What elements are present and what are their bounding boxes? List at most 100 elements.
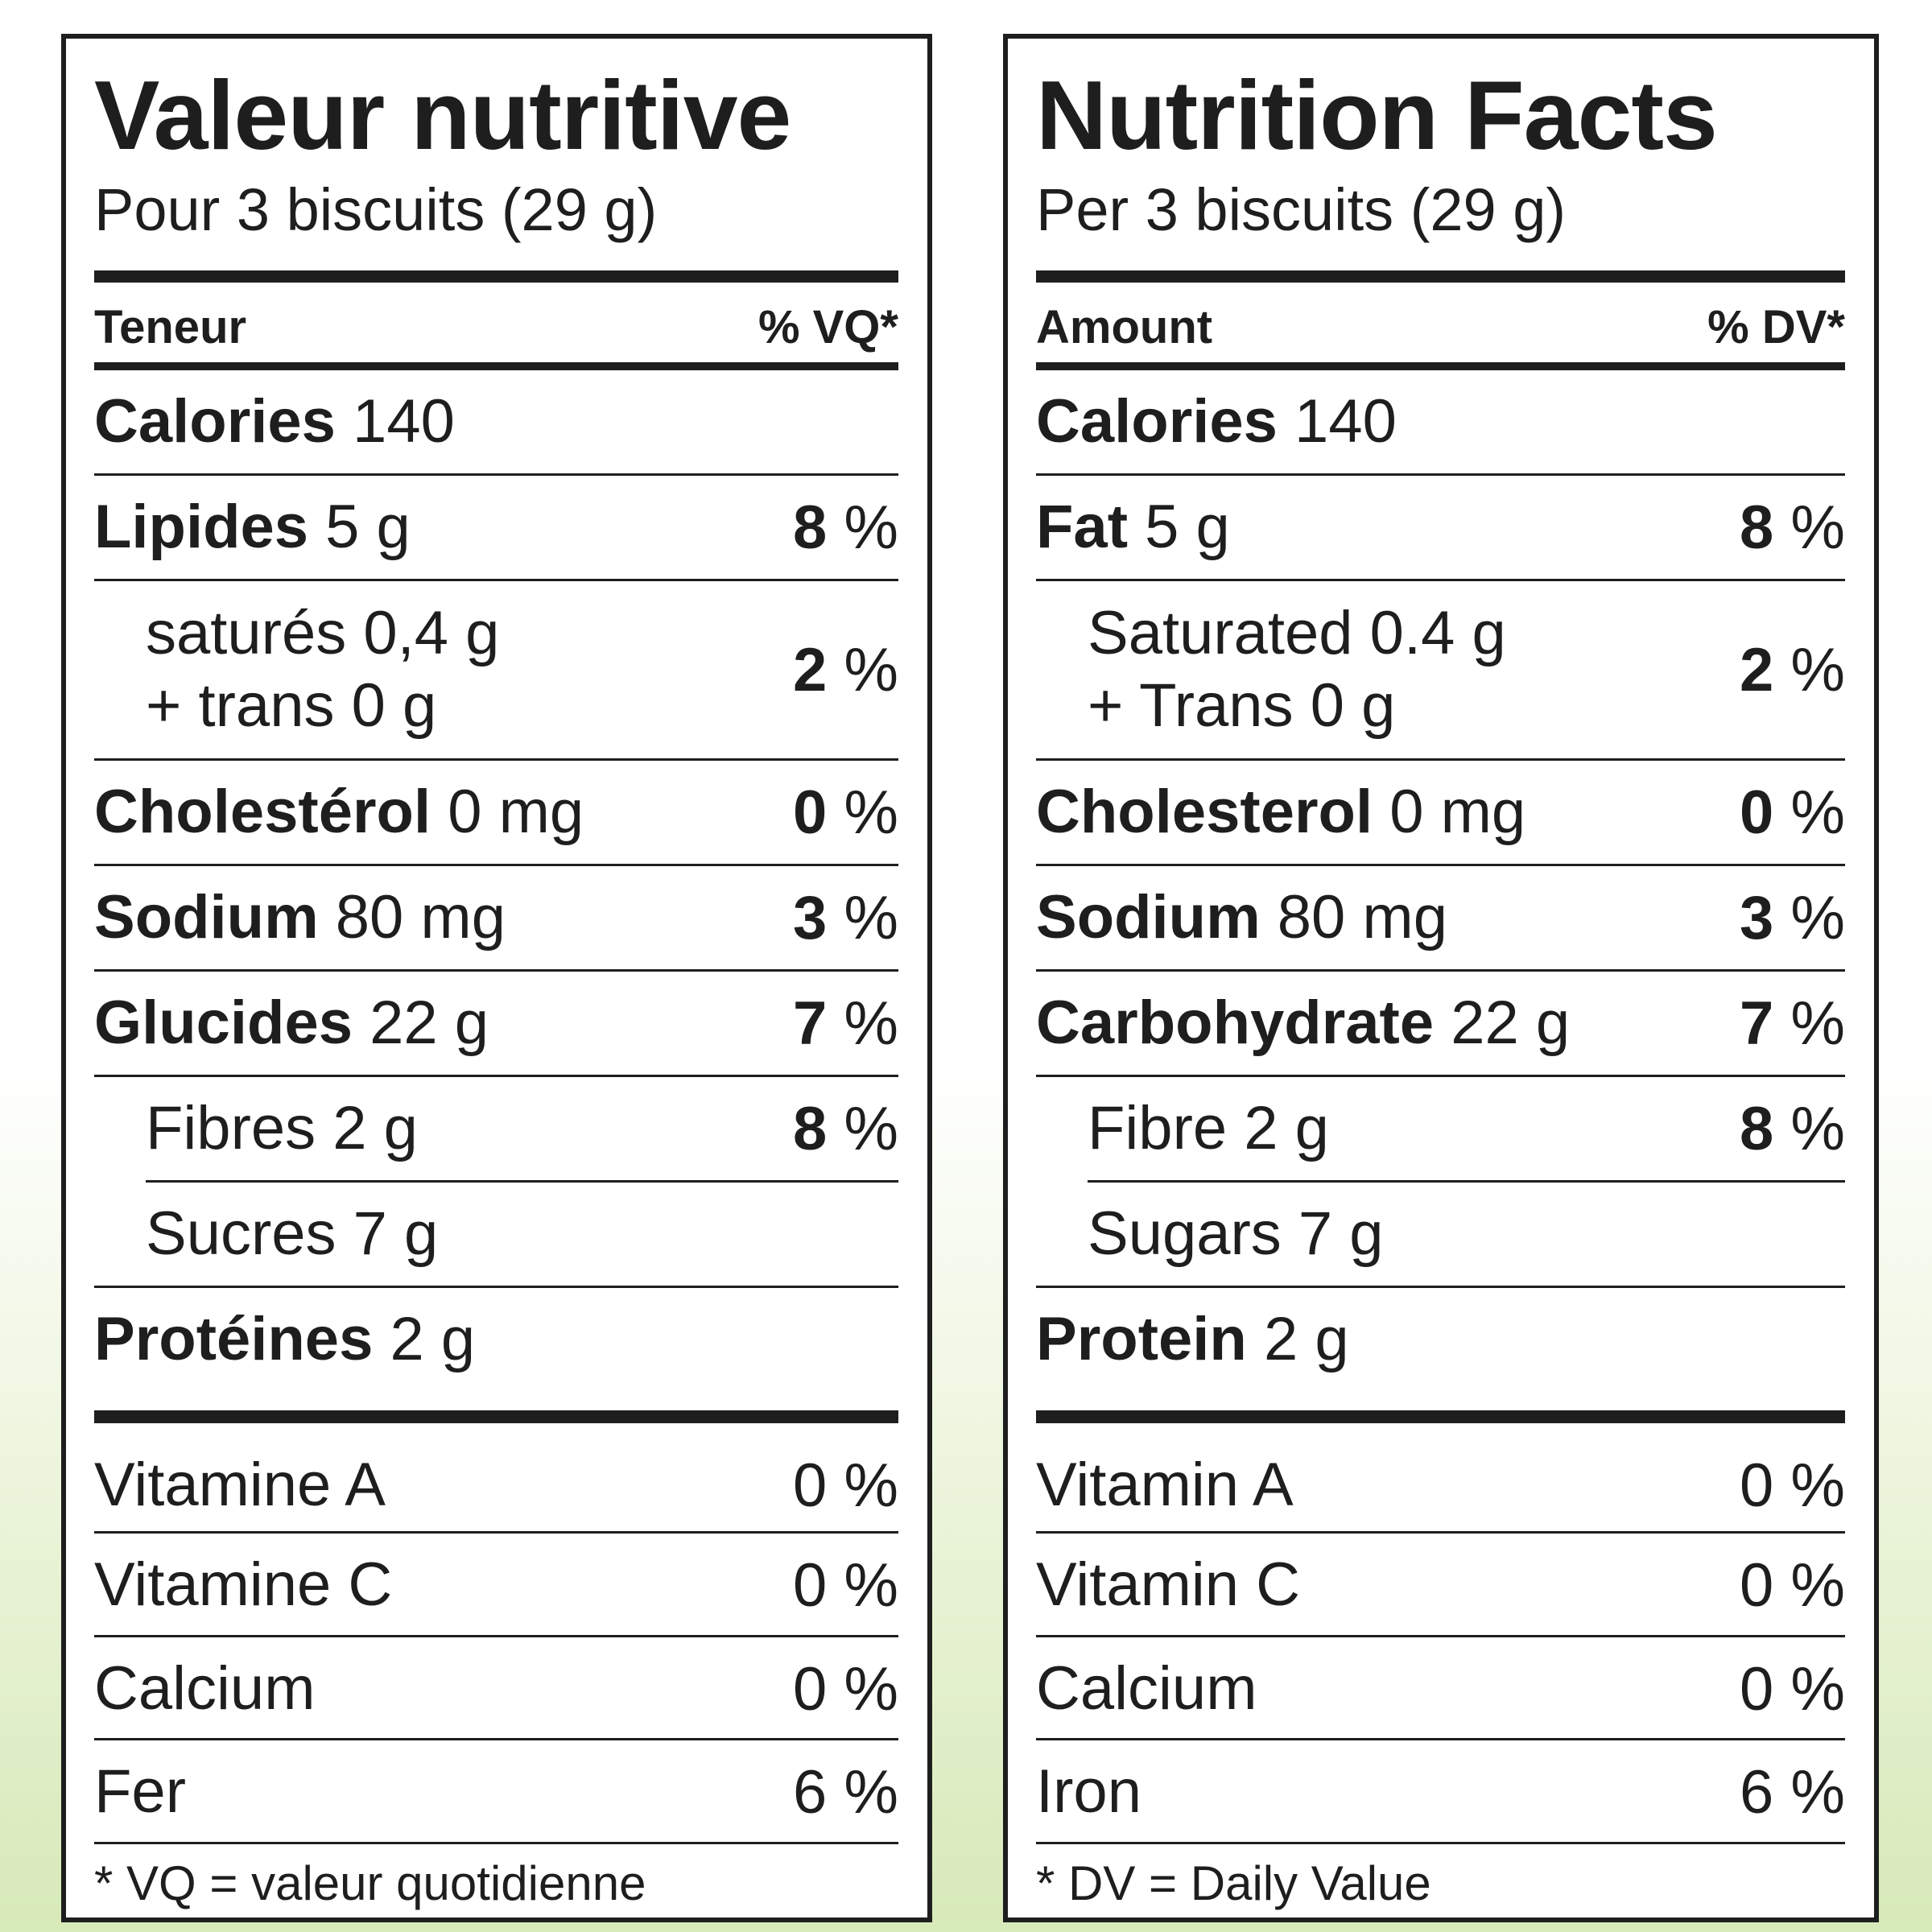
dv-number: 0 xyxy=(1740,778,1774,847)
nutrient-amount: 80 mg xyxy=(335,883,506,952)
dv-unit: % xyxy=(1790,883,1845,952)
dv-number: 2 xyxy=(793,635,828,704)
dv-unit: % xyxy=(844,883,898,952)
row-divider xyxy=(94,1286,898,1288)
column-header-daily-value: % DV* xyxy=(1707,301,1845,353)
row-calories: Calories 140 xyxy=(94,370,898,473)
nutrient-amount: 0 mg xyxy=(448,778,584,847)
nutrient-name: Calories xyxy=(94,387,336,456)
row-carbohydrate: Carbohydrate 22 g 7 % xyxy=(1036,972,1845,1075)
row-protein: Protein 2 g xyxy=(1036,1288,1845,1391)
row-divider xyxy=(94,1635,898,1637)
row-calcium: Calcium 0 % xyxy=(1036,1637,1845,1740)
percent-daily-value: 0 % xyxy=(793,778,898,848)
row-divider xyxy=(1036,758,1845,761)
percent-daily-value: 8 % xyxy=(793,493,898,563)
dv-number: 8 xyxy=(1740,493,1774,562)
trans-line: + trans 0 g xyxy=(146,671,437,740)
row-divider xyxy=(1036,1286,1845,1288)
row-divider xyxy=(1036,1635,1845,1637)
row-cholesterol: Cholesterol 0 mg 0 % xyxy=(1036,761,1845,864)
nutrient-name: Sucres 7 g xyxy=(146,1199,439,1269)
dv-number: 2 xyxy=(1740,635,1774,704)
row-divider xyxy=(94,1075,898,1077)
saturated-line: Saturated 0.4 g xyxy=(1088,599,1506,668)
row-divider xyxy=(1036,473,1845,476)
dv-unit: % xyxy=(844,493,898,562)
row-cholesterol: Cholestérol 0 mg 0 % xyxy=(94,761,898,864)
nutrient-name: Vitamine C xyxy=(94,1550,393,1620)
dv-unit: % xyxy=(1790,989,1845,1058)
percent-daily-value: 7 % xyxy=(793,989,898,1059)
nutrient-amount: 2 g xyxy=(1263,1305,1349,1374)
nutrient-name: Fat xyxy=(1036,493,1128,562)
nutrition-label-english: Nutrition Facts Per 3 biscuits (29 g) Am… xyxy=(1003,34,1879,1922)
row-saturated-trans: Saturated 0.4 g + Trans 0 g 2 % xyxy=(1088,581,1845,758)
row-saturated-trans: saturés 0,4 g + trans 0 g 2 % xyxy=(146,581,898,758)
dv-unit: % xyxy=(844,778,898,847)
percent-daily-value: 8 % xyxy=(1740,1094,1845,1164)
row-carbohydrate: Glucides 22 g 7 % xyxy=(94,972,898,1075)
nutrient-name: Glucides xyxy=(94,989,353,1058)
nutrient-name: Cholesterol xyxy=(1036,778,1373,847)
dv-unit: % xyxy=(1790,778,1845,847)
percent-daily-value: 0 % xyxy=(1740,1451,1845,1520)
percent-daily-value: 7 % xyxy=(1740,989,1845,1059)
dv-unit: % xyxy=(1790,493,1845,562)
nutrient-name: Vitamine A xyxy=(94,1451,386,1520)
row-calories: Calories 140 xyxy=(1036,370,1845,473)
percent-daily-value: 3 % xyxy=(793,883,898,953)
nutrient-name: Calcium xyxy=(94,1654,316,1724)
thick-divider xyxy=(94,270,898,283)
row-iron: Fer 6 % xyxy=(94,1740,898,1843)
dv-number: 8 xyxy=(793,1094,828,1163)
column-header-amount: Amount xyxy=(1036,301,1213,353)
row-vitamin-a: Vitamine A 0 % xyxy=(94,1434,898,1537)
dv-unit: % xyxy=(1790,1094,1845,1163)
footnote: * DV = Daily Value xyxy=(1036,1856,1431,1910)
nutrient-amount: 22 g xyxy=(369,989,489,1058)
percent-daily-value: 0 % xyxy=(1740,778,1845,848)
nutrient-name: Calcium xyxy=(1036,1654,1257,1724)
nutrient-amount: 5 g xyxy=(325,493,411,562)
dv-unit: % xyxy=(844,1094,898,1163)
row-divider xyxy=(1088,1180,1845,1183)
row-divider xyxy=(94,1531,898,1534)
nutrient-amount: 140 xyxy=(1294,387,1397,456)
thick-divider xyxy=(94,1410,898,1423)
dv-unit: % xyxy=(844,635,898,704)
nutrient-amount: 5 g xyxy=(1145,493,1230,562)
column-header-amount: Teneur xyxy=(94,301,247,353)
dv-unit: % xyxy=(844,989,898,1058)
column-header-daily-value: % VQ* xyxy=(758,301,898,353)
serving-size: Per 3 biscuits (29 g) xyxy=(1036,176,1567,243)
row-divider xyxy=(1036,864,1845,866)
row-sodium: Sodium 80 mg 3 % xyxy=(94,866,898,969)
nutrient-name: Cholestérol xyxy=(94,778,431,847)
dv-number: 7 xyxy=(1740,989,1774,1058)
dv-unit: % xyxy=(1790,635,1845,704)
percent-daily-value: 8 % xyxy=(793,1094,898,1164)
row-divider xyxy=(1036,1738,1845,1740)
nutrient-name: Sodium xyxy=(1036,883,1261,952)
nutrient-amount: 2 g xyxy=(390,1305,476,1374)
nutrient-name: Fer xyxy=(94,1757,186,1827)
row-divider xyxy=(94,1738,898,1740)
nutrient-name: Protein xyxy=(1036,1305,1247,1374)
row-protein: Protéines 2 g xyxy=(94,1288,898,1391)
row-divider xyxy=(1036,1075,1845,1077)
row-divider xyxy=(1036,579,1845,581)
nutrient-name: Vitamin A xyxy=(1036,1451,1294,1520)
nutrition-label-french: Valeur nutritive Pour 3 biscuits (29 g) … xyxy=(61,34,932,1922)
row-divider xyxy=(94,969,898,972)
percent-daily-value: 6 % xyxy=(793,1757,898,1827)
row-fibre: Fibre 2 g 8 % xyxy=(1088,1077,1845,1180)
percent-daily-value: 6 % xyxy=(1740,1757,1845,1827)
row-divider xyxy=(94,758,898,761)
nutrient-name: Iron xyxy=(1036,1757,1141,1827)
row-divider xyxy=(146,1180,898,1183)
percent-daily-value: 0 % xyxy=(793,1451,898,1520)
medium-divider xyxy=(94,362,898,370)
nutrient-amount: 22 g xyxy=(1451,989,1571,1058)
row-divider xyxy=(1036,1842,1845,1844)
